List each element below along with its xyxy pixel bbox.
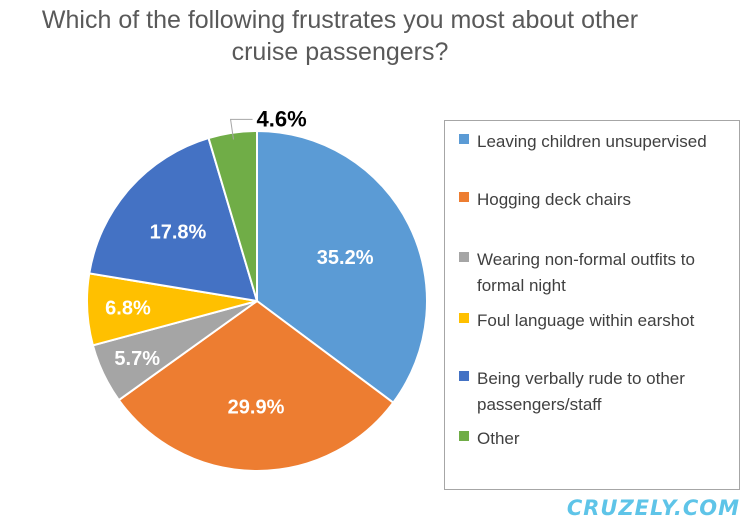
- data-label-other: 4.6%: [257, 106, 307, 131]
- watermark-logo: CRUZELY.COM: [566, 496, 740, 520]
- leader-line-other: [229, 118, 253, 140]
- data-label-foul-language-within-earshot: 6.8%: [105, 297, 151, 319]
- legend-swatch: [459, 313, 469, 323]
- legend: Leaving children unsupervised Hogging dec…: [444, 120, 740, 490]
- chart-title-line-1: Which of the following frustrates you mo…: [41, 6, 639, 34]
- legend-swatch: [459, 431, 469, 441]
- pie-slice-being-verbally-rude-to-other-passengers-staff: [88, 136, 259, 303]
- legend-swatch: [459, 192, 469, 202]
- data-label-wearing-non-formal-outfits-to-formal-night: 5.7%: [114, 348, 160, 370]
- legend-label: Hogging deck chairs: [477, 190, 632, 209]
- legend-label: Wearing non-formal outfits to formal nig…: [477, 250, 695, 295]
- data-label-leaving-children-unsupervised: 35.2%: [317, 247, 374, 269]
- legend-swatch: [459, 134, 469, 144]
- chart-title: Which of the following frustrates you mo…: [0, 4, 680, 68]
- legend-swatch: [459, 252, 469, 262]
- legend-swatch: [459, 371, 469, 381]
- data-label-being-verbally-rude-to-other-passengers-staff: 17.8%: [150, 221, 207, 243]
- pie-slice-leaving-children-unsupervised: [256, 129, 428, 405]
- legend-label: Foul language within earshot: [477, 311, 695, 330]
- legend-label: Being verbally rude to other passengers/…: [477, 369, 685, 414]
- chart-title-line-2: cruise passengers?: [231, 38, 449, 66]
- legend-label: Leaving children unsupervised: [477, 132, 707, 151]
- pie-slice-hogging-deck-chairs: [117, 299, 395, 472]
- legend-label: Other: [477, 429, 520, 448]
- data-label-hogging-deck-chairs: 29.9%: [228, 396, 285, 418]
